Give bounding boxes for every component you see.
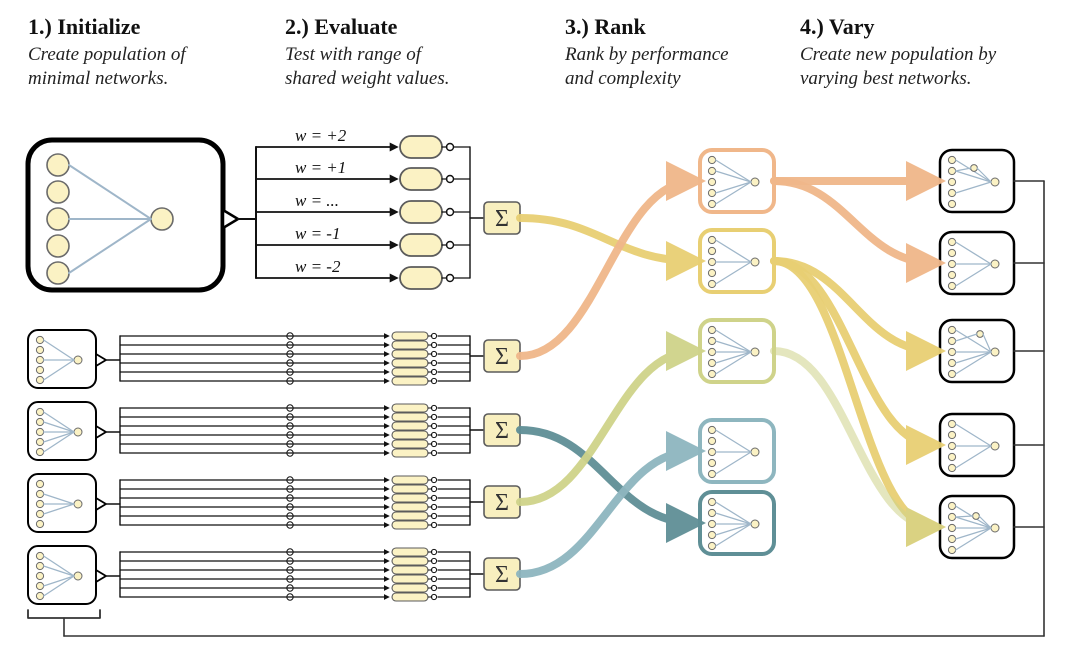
- svg-text:Σ: Σ: [495, 344, 509, 370]
- svg-text:Create new population by: Create new population by: [800, 44, 997, 65]
- svg-text:Σ: Σ: [495, 418, 509, 444]
- diagram-stage: 1.) Initialize Create population of minima…: [0, 0, 1080, 662]
- svg-text:w = +1: w = +1: [295, 158, 346, 177]
- svg-text:varying best networks.: varying best networks.: [800, 68, 972, 89]
- svg-text:shared weight values.: shared weight values.: [285, 68, 449, 89]
- svg-text:w = -2: w = -2: [295, 257, 341, 276]
- svg-text:minimal networks.: minimal networks.: [28, 68, 168, 89]
- svg-text:2.) Evaluate: 2.) Evaluate: [285, 14, 398, 39]
- svg-text:w = +2: w = +2: [295, 126, 347, 145]
- svg-text:3.) Rank: 3.) Rank: [565, 14, 646, 39]
- svg-text:Rank by performance: Rank by performance: [564, 44, 729, 65]
- diagram-svg: 1.) Initialize Create population of minima…: [0, 0, 1080, 662]
- svg-text:Test with range of: Test with range of: [285, 44, 424, 65]
- svg-text:w = -1: w = -1: [295, 224, 340, 243]
- svg-text:Create population of: Create population of: [28, 44, 188, 65]
- svg-text:Σ: Σ: [495, 490, 509, 516]
- svg-text:Σ: Σ: [495, 206, 509, 232]
- svg-text:Σ: Σ: [495, 562, 509, 588]
- svg-text:w = ...: w = ...: [295, 191, 339, 210]
- svg-text:1.) Initialize: 1.) Initialize: [28, 14, 141, 39]
- svg-text:4.) Vary: 4.) Vary: [800, 14, 875, 39]
- svg-text:and complexity: and complexity: [565, 68, 681, 89]
